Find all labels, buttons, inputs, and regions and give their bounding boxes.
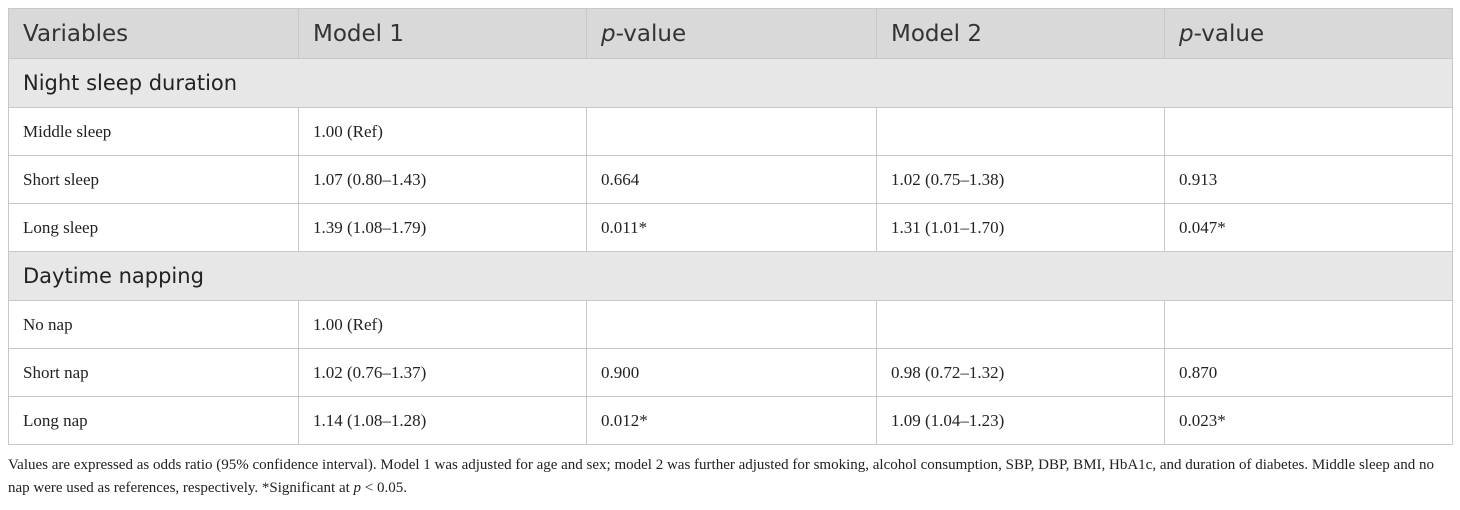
cell: 1.02 (0.76–1.37) (298, 348, 587, 397)
cell (586, 300, 877, 349)
cell: 1.39 (1.08–1.79) (298, 203, 587, 252)
cell: 0.011* (586, 203, 877, 252)
header-cell: p-value (586, 8, 877, 59)
cell: 0.900 (586, 348, 877, 397)
cell (876, 300, 1165, 349)
data-row: Short sleep 1.07 (0.80–1.43) 0.664 1.02 (0.… (8, 155, 1453, 204)
footnote-text: < 0.05. (361, 480, 408, 496)
data-row: Short nap 1.02 (0.76–1.37) 0.900 0.98 (0.72… (8, 348, 1453, 397)
section-row: Daytime napping (8, 251, 1453, 301)
cell: 0.98 (0.72–1.32) (876, 348, 1165, 397)
cell: 1.00 (Ref) (298, 107, 587, 156)
header-italic: p (1179, 20, 1194, 47)
results-table: Variables Model 1 p-value Model 2 p-value Ni… (8, 8, 1453, 445)
footnote-italic: p (353, 480, 362, 496)
header-text: -value (1193, 20, 1265, 47)
cell: 0.913 (1164, 155, 1453, 204)
cell: Middle sleep (8, 107, 299, 156)
header-cell: Variables (8, 8, 299, 59)
cell: 1.00 (Ref) (298, 300, 587, 349)
cell: Short sleep (8, 155, 299, 204)
cell: 0.047* (1164, 203, 1453, 252)
cell: 0.664 (586, 155, 877, 204)
cell: 0.870 (1164, 348, 1453, 397)
section-row: Night sleep duration (8, 58, 1453, 108)
data-row: Long nap 1.14 (1.08–1.28) 0.012* 1.09 (1.04… (8, 396, 1453, 445)
cell: 1.14 (1.08–1.28) (298, 396, 587, 445)
header-text: Variables (23, 20, 129, 47)
header-cell: Model 1 (298, 8, 587, 59)
cell: 1.07 (0.80–1.43) (298, 155, 587, 204)
header-cell: p-value (1164, 8, 1453, 59)
cell: Long sleep (8, 203, 299, 252)
cell: 1.09 (1.04–1.23) (876, 396, 1165, 445)
cell (1164, 107, 1453, 156)
table-body: Night sleep duration Middle sleep 1.00 (Re… (8, 58, 1453, 445)
cell: Long nap (8, 396, 299, 445)
section-title: Night sleep duration (8, 58, 1453, 108)
cell (876, 107, 1165, 156)
header-text: Model 2 (891, 20, 983, 47)
data-row: No nap 1.00 (Ref) (8, 300, 1453, 349)
cell: 0.012* (586, 396, 877, 445)
data-row: Middle sleep 1.00 (Ref) (8, 107, 1453, 156)
footnote-text: Values are expressed as odds ratio (95% … (8, 457, 1434, 496)
section-title: Daytime napping (8, 251, 1453, 301)
header-row: Variables Model 1 p-value Model 2 p-value (8, 8, 1453, 59)
header-text: -value (615, 20, 687, 47)
header-cell: Model 2 (876, 8, 1165, 59)
cell (586, 107, 877, 156)
cell: No nap (8, 300, 299, 349)
header-text: Model 1 (313, 20, 405, 47)
cell: 1.31 (1.01–1.70) (876, 203, 1165, 252)
header-italic: p (601, 20, 616, 47)
footnote: Values are expressed as odds ratio (95% … (8, 454, 1452, 500)
cell: 1.02 (0.75–1.38) (876, 155, 1165, 204)
cell: Short nap (8, 348, 299, 397)
cell: 0.023* (1164, 396, 1453, 445)
data-row: Long sleep 1.39 (1.08–1.79) 0.011* 1.31 (1.… (8, 203, 1453, 252)
cell (1164, 300, 1453, 349)
